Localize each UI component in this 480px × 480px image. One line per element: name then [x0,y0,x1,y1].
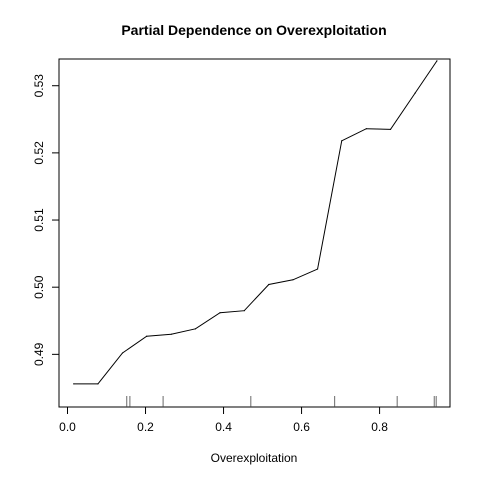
data-point [268,283,270,286]
series-line [73,60,438,385]
y-tick-label: 0.52 [32,141,46,165]
series-group [73,60,438,385]
data-point [292,279,294,281]
y-tick-label: 0.50 [32,275,46,299]
rug-marks [126,396,437,407]
data-point [97,383,99,385]
plot-frame [58,58,451,408]
x-axis: 0.0 0.2 0.4 0.6 0.8 [59,406,388,434]
chart-title: Partial Dependence on Overexploitation [121,22,386,38]
y-tick-label: 0.53 [32,74,46,98]
data-point [365,128,367,130]
x-tick-label: 0.0 [59,420,76,434]
x-tick-label: 0.2 [137,420,154,434]
data-point [194,328,197,330]
data-point [414,92,416,94]
data-point [341,140,343,142]
data-point [389,128,392,130]
data-point [219,312,221,314]
data-point [436,60,438,62]
data-point [146,335,148,337]
data-point [73,383,75,385]
y-tick-label: 0.51 [32,208,46,232]
x-tick-label: 0.6 [293,420,310,434]
x-tick-label: 0.4 [215,420,232,434]
data-point [243,310,245,312]
y-axis: 0.49 0.50 0.51 0.52 0.53 [32,74,60,366]
x-axis-label: Overexploitation [211,451,298,465]
data-point [121,352,124,354]
data-point [316,268,319,270]
data-point [170,333,172,335]
x-tick-label: 0.8 [371,420,388,434]
y-tick-label: 0.49 [32,342,46,366]
